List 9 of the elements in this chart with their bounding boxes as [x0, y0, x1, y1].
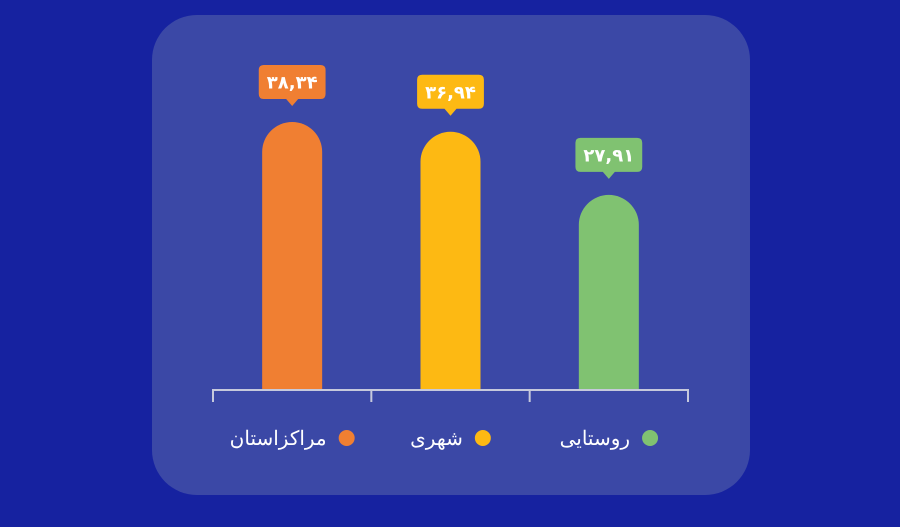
x-tick-label: روستایی	[560, 426, 630, 450]
data-label: ۲۷,۹۱	[575, 138, 642, 179]
data-label: ۲۷,۹۱	[583, 145, 634, 166]
x-tick-label: مراکزاستان	[230, 426, 327, 450]
x-tick-label: شهری	[410, 426, 463, 450]
data-label: ۳۶,۹۴	[417, 74, 484, 116]
data-label: ۳۸,۳۴	[258, 65, 326, 106]
data-label: ۳۶,۹۴	[425, 82, 476, 104]
data-label: ۳۸,۳۴	[266, 72, 318, 94]
